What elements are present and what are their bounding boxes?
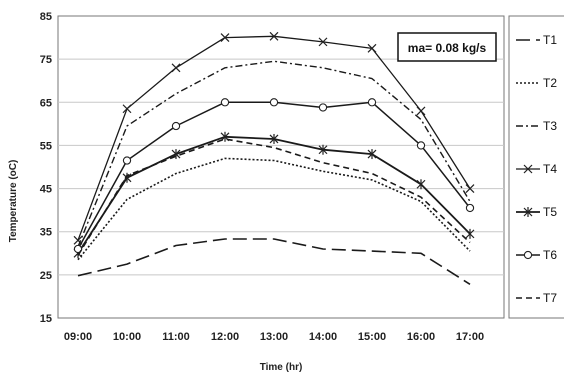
legend-item-T2: T2 [516,76,557,90]
x-axis-title: Time (hr) [260,362,303,373]
legend-marker [523,250,533,260]
y-tick-label: 55 [40,140,52,152]
legend-marker [523,207,533,217]
x-tick-label: 10:00 [113,331,141,343]
x-tick-label: 15:00 [358,331,386,343]
data-point-T6 [416,141,426,150]
y-tick-label: 85 [40,11,52,23]
legend-label: T2 [543,76,557,90]
annotation-box: ma= 0.08 kg/s [397,32,497,62]
x-tick-label: 11:00 [162,331,190,343]
y-tick-label: 35 [40,227,52,239]
x-tick-labels: 09:00 10:00 11:00 12:00 13:00 14:00 15:00 16:00… [64,331,484,343]
series-line-T7 [77,138,471,256]
series-T2 [77,157,471,261]
data-point-T6 [465,203,475,213]
legend-label: T7 [543,291,557,305]
series-lines [73,31,475,285]
legend-item-T1: T1 [516,33,557,47]
series-line-T1 [77,238,471,285]
legend-item-T7: T7 [516,291,557,305]
legend-item-T5: T5 [516,205,557,219]
data-point-T5 [416,179,426,190]
legend-item-T4: T4 [516,162,557,176]
x-tick-label: 16:00 [407,331,435,343]
series-line-T3 [77,60,471,248]
data-point-T4 [416,106,426,116]
x-tick-label: 17:00 [456,331,484,343]
data-point-T6 [171,121,181,131]
series-T4 [73,31,475,245]
data-point-T4 [122,104,132,114]
series-T1 [77,238,471,285]
data-point-T4 [367,43,377,53]
x-tick-label: 12:00 [211,331,239,343]
y-tick-labels: 15 25 35 45 55 65 75 85 [40,11,52,325]
legend-marker [523,164,533,174]
data-point-T4 [220,33,230,42]
data-point-T4 [269,31,279,41]
data-point-T5 [465,228,475,239]
legend-item-T6: T6 [516,248,557,262]
legend-label: T6 [543,248,557,262]
series-T3 [77,60,471,248]
y-axis-title: Temperature (oC) [8,160,19,243]
data-point-T4 [171,63,181,73]
data-point-T5 [318,144,328,155]
y-tick-label: 45 [40,184,52,196]
data-point-T6 [269,98,279,107]
legend-label: T1 [543,33,557,47]
legend-label: T4 [543,162,557,176]
data-point-T4 [465,184,475,193]
legend-label: T3 [543,119,557,133]
data-point-T6 [318,103,328,112]
y-tick-label: 25 [40,270,52,282]
series-T6 [73,98,475,254]
data-point-T6 [367,98,377,107]
x-tick-label: 14:00 [309,331,337,343]
data-point-T6 [122,156,132,165]
data-point-T5 [367,149,377,160]
y-tick-label: 65 [40,97,52,109]
plot-frame [57,15,505,319]
x-tick-label: 13:00 [260,331,288,343]
legend-label: T5 [543,205,557,219]
data-point-T6 [73,244,83,254]
y-tick-label: 15 [40,313,52,325]
x-tick-label: 09:00 [64,331,92,343]
legend-frame [508,15,564,319]
series-line-T2 [77,157,471,261]
data-point-T5 [122,172,132,183]
annotation-text: ma= 0.08 kg/s [408,41,487,55]
y-tick-label: 75 [40,54,52,66]
series-T7 [77,138,471,256]
data-point-T4 [318,37,328,47]
data-point-T6 [220,98,230,107]
legend-item-T3: T3 [516,119,557,133]
data-point-T5 [269,133,279,144]
legend: T1 T2 T3 T4 T5 T6 T7 [516,33,557,305]
